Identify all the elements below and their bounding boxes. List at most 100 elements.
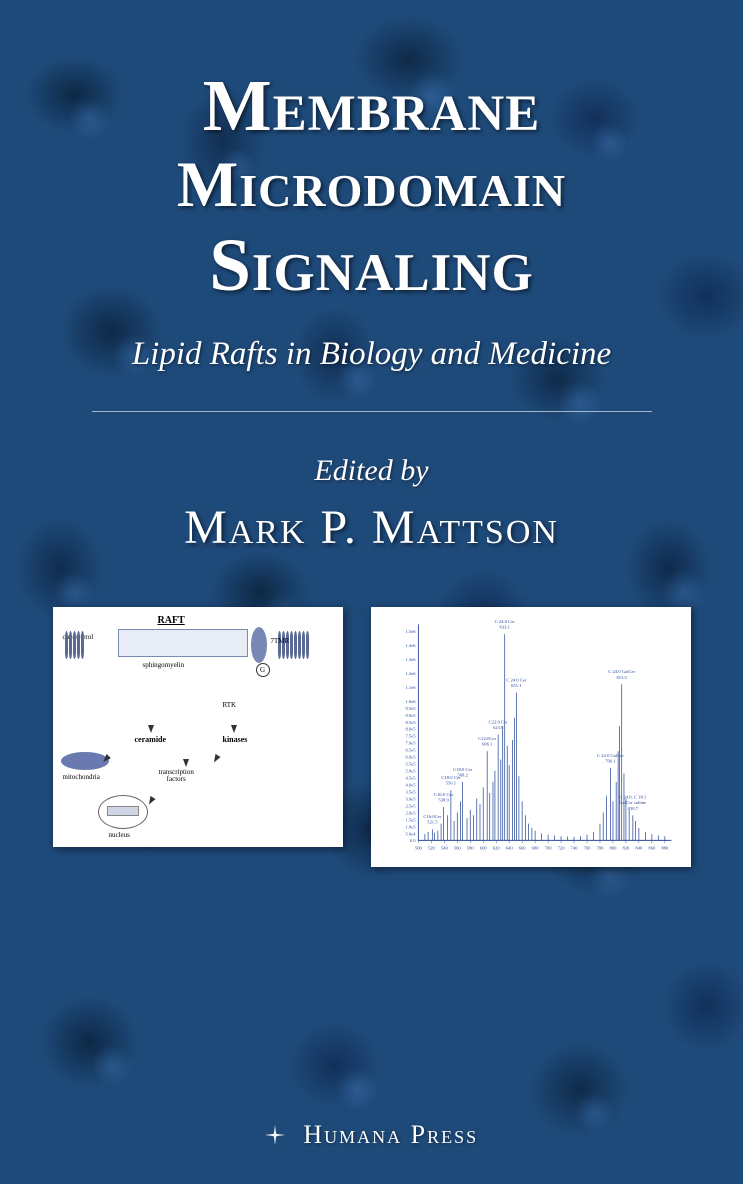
transcription-factors-label: transcription factors [159,769,194,784]
svg-text:0.0: 0.0 [409,838,415,843]
svg-text:C22:0Cer: C22:0Cer [478,736,496,741]
svg-text:3.5e5: 3.5e5 [405,789,416,794]
svg-text:6.5e5: 6.5e5 [405,747,416,752]
svg-text:740: 740 [570,845,578,850]
svg-text:568.2: 568.2 [457,772,468,777]
rtk-label: RTK [223,701,237,709]
edited-by-label: Edited by [314,454,428,488]
svg-text:540: 540 [440,845,448,850]
svg-text:640: 640 [505,845,513,850]
svg-text:5.5e5: 5.5e5 [405,761,416,766]
svg-text:880: 880 [661,845,669,850]
nucleus-label: nucleus [109,831,130,839]
publisher-name: Humana Press [303,1120,478,1149]
svg-text:780: 780 [596,845,604,850]
svg-text:840: 840 [635,845,643,850]
svg-text:1.0e6: 1.0e6 [405,698,416,703]
arrow-icon [231,725,237,733]
svg-text:1.2e6: 1.2e6 [405,671,416,676]
title-line-3: Signaling [177,224,566,308]
mass-spectrum-chart: 0.0 5.0e4 1.0e5 1.5e5 2.0e5 2.5e5 3.0e5 3.5e5 4.… [371,607,691,867]
svg-text:550.1: 550.1 [445,780,456,785]
svg-text:1.0e5: 1.0e5 [405,824,416,829]
svg-text:680: 680 [531,845,539,850]
svg-text:9.0e5: 9.0e5 [405,712,416,717]
arrow-icon [211,754,220,764]
svg-text:620: 620 [492,845,500,850]
raft-membrane-box [118,629,248,657]
svg-text:C 22:0 GalCer: C 22:0 GalCer [596,752,623,757]
svg-text:660: 660 [518,845,526,850]
sphingomyelin-label: sphingomyelin [143,661,185,669]
svg-text:800: 800 [609,845,617,850]
svg-text:651.1: 651.1 [511,683,522,688]
editor-name: Mark P. Mattson [184,500,559,555]
tmr-receptor [251,627,267,663]
svg-text:5.0e4: 5.0e4 [405,831,416,836]
svg-text:633.1: 633.1 [499,624,510,629]
raft-diagram: RAFT cholesterol sphingomyelin 7TMR G RT… [53,607,343,847]
nucleus-shape [98,795,148,829]
raft-title: RAFT [158,615,185,626]
svg-text:7.5e5: 7.5e5 [405,733,416,738]
tmr-label: 7TMR [271,637,290,645]
lipid-outer-left-top [65,631,84,645]
svg-text:521.5: 521.5 [427,819,438,824]
svg-text:520: 520 [427,845,435,850]
svg-text:1.5e5: 1.5e5 [405,817,416,822]
arrow-icon [146,796,155,806]
svg-text:623.0: 623.0 [492,724,503,729]
svg-text:1.4e6: 1.4e6 [405,643,416,648]
svg-text:2.0e5: 2.0e5 [405,810,416,815]
svg-text:700: 700 [544,845,552,850]
svg-text:760: 760 [583,845,591,850]
arrow-icon [183,759,189,767]
title-line-1: Membrane [177,65,566,147]
g-protein: G [256,663,270,677]
svg-text:C 24:0 Cer: C 24:0 Cer [506,677,527,682]
svg-text:8.0e5: 8.0e5 [405,726,416,731]
svg-text:9.5e5: 9.5e5 [405,705,416,710]
svg-text:820: 820 [622,845,630,850]
svg-text:C18:0 Cer: C18:0 Cer [453,766,473,771]
svg-text:500: 500 [414,845,422,850]
svg-text:C22:0 Cer: C22:0 Cer [488,719,508,724]
ceramide-label: ceramide [135,735,167,744]
svg-text:6.0e5: 6.0e5 [405,754,416,759]
svg-text:538.9: 538.9 [438,797,449,802]
svg-text:600: 600 [479,845,487,850]
svg-text:720: 720 [557,845,565,850]
book-subtitle: Lipid Rafts in Biology and Medicine [132,336,611,373]
svg-text:606.1: 606.1 [482,741,493,746]
svg-text:3.0e5: 3.0e5 [405,796,416,801]
svg-text:C16:0 Cer: C16:0 Cer [434,791,454,796]
lipid-outer-right-bot [278,645,309,659]
svg-text:1.5e6: 1.5e6 [405,629,416,634]
svg-text:1.3e6: 1.3e6 [405,657,416,662]
svg-text:7.0e5: 7.0e5 [405,740,416,745]
arrow-icon [148,725,154,733]
svg-text:C 24:0 GalCer: C 24:0 GalCer [608,669,635,674]
svg-text:580: 580 [466,845,474,850]
svg-text:5.0e5: 5.0e5 [405,768,416,773]
svg-text:813.5: 813.5 [616,674,627,679]
svg-text:2.5e5: 2.5e5 [405,803,416,808]
svg-text:830.7: 830.7 [627,805,638,810]
kinases-label: kinases [223,735,248,744]
svg-text:560: 560 [453,845,461,850]
mitochondria-label: mitochondria [63,773,100,781]
publisher-star-icon [265,1122,285,1152]
svg-text:796.1: 796.1 [605,758,616,763]
svg-text:C16:0Cer: C16:0Cer [423,814,441,819]
publisher-line: Humana Press [0,1120,743,1152]
book-title: Membrane Microdomain Signaling [177,65,566,308]
svg-text:4.0e5: 4.0e5 [405,782,416,787]
figure-row: RAFT cholesterol sphingomyelin 7TMR G RT… [53,607,691,867]
svg-text:4.5e5: 4.5e5 [405,775,416,780]
svg-text:1.1e6: 1.1e6 [405,684,416,689]
cover-content: Membrane Microdomain Signaling Lipid Raf… [0,0,743,1184]
svg-text:GalCer sulfate: GalCer sulfate [619,800,646,805]
divider-line [92,411,652,412]
svg-text:860: 860 [648,845,656,850]
title-line-2: Microdomain [177,149,566,222]
